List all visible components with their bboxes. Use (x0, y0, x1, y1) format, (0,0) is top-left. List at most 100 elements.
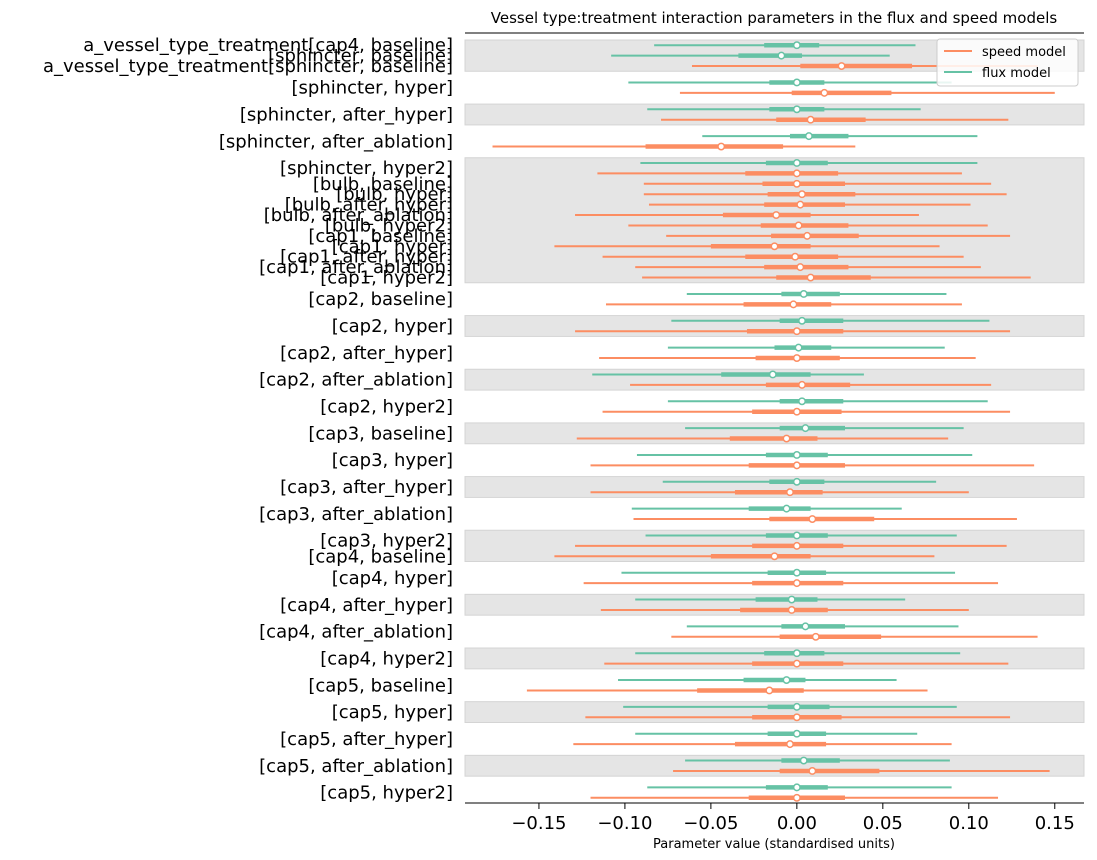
speed-median-point (789, 300, 798, 309)
speed-median-point (772, 211, 781, 219)
chart-title: Vessel type:treatment interaction parame… (491, 9, 1058, 27)
row-label: [cap4, after_ablation] (259, 622, 453, 643)
speed-median-point (792, 579, 801, 588)
x-axis: −0.15 −0.10 −0.05 0.00 0.05 0.10 0.15 (511, 803, 1075, 834)
x-tick-label: 0.00 (777, 813, 817, 834)
row-label: [cap3, hyper] (332, 450, 453, 471)
row-label: [cap3, after_ablation] (259, 504, 453, 525)
x-tick-label: 0.05 (863, 813, 903, 834)
legend-label-flux: flux model (982, 66, 1051, 81)
flux-median-point (801, 424, 810, 433)
x-tick-label: −0.10 (597, 813, 652, 834)
x-tick-label: −0.05 (683, 813, 738, 834)
row-label: [bulb, hyper2] (325, 215, 453, 236)
row-label: [cap1, hyper2] (320, 268, 453, 289)
speed-median-point (798, 190, 806, 199)
speed-median-point (770, 552, 779, 561)
flux-median-point (804, 132, 813, 141)
speed-median-point (792, 169, 801, 178)
row-label: [cap4, hyper] (332, 568, 453, 589)
speed-median-point (803, 231, 812, 240)
flux-median-point (792, 477, 801, 486)
x-tick-label: 0.15 (1035, 813, 1075, 834)
flux-median-point (792, 78, 801, 87)
speed-median-point (782, 434, 791, 443)
row-label: [bulb, after_hyper] (285, 195, 453, 216)
row-label: [cap3, hyper2] (320, 531, 453, 552)
speed-median-point (792, 659, 801, 668)
speed-median-point (794, 221, 803, 230)
row-label: [sphincter, baseline] (268, 46, 453, 67)
row-label: [bulb, hyper] (336, 184, 453, 205)
row-label: [bulb, after_ablation] (264, 205, 453, 226)
row-label: a_vessel_type_treatment[sphincter, basel… (43, 56, 453, 77)
speed-median-point (792, 541, 801, 550)
x-tick-label: 0.10 (949, 813, 989, 834)
row-label: [cap5, hyper2] (320, 783, 453, 804)
speed-median-point (798, 380, 806, 389)
row-label: [cap2, hyper2] (320, 397, 453, 418)
speed-median-point (786, 488, 794, 497)
row-label: [cap3, baseline] (308, 423, 453, 444)
row-label: [cap4, hyper2] (320, 648, 453, 669)
row-label: [cap2, after_ablation] (259, 370, 453, 391)
speed-median-point (792, 179, 801, 188)
speed-median-point (787, 606, 796, 614)
row-label: [cap1, after_ablation] (259, 257, 453, 278)
flux-median-point (794, 343, 803, 352)
flux-median-point (792, 649, 801, 658)
speed-median-point (770, 242, 779, 251)
speed-median-point (792, 461, 801, 470)
legend: speed model flux model (936, 38, 1079, 87)
flux-median-point (792, 451, 801, 459)
speed-median-point (792, 793, 801, 802)
row-label: [sphincter, after_hyper] (240, 105, 453, 126)
flux-median-point (782, 504, 791, 513)
flux-median-point (792, 702, 801, 711)
group-band-22 (464, 754, 1085, 777)
x-axis-label: Parameter value (standardised units) (653, 837, 895, 852)
legend-frame (936, 38, 1079, 87)
x-tick-label: −0.15 (511, 813, 566, 834)
flux-median-point (777, 51, 786, 60)
row-label: [cap2, hyper] (332, 316, 453, 337)
speed-median-point (837, 62, 846, 70)
row-label: [cap3, after_hyper] (280, 477, 453, 498)
speed-median-point (811, 632, 820, 641)
flux-median-point (799, 756, 808, 765)
flux-median-point (792, 105, 801, 114)
row-label: [cap1, after_hyper] (280, 247, 453, 268)
y-tick-labels: a_vessel_type_treatment[cap4, baseline][… (43, 35, 453, 803)
group-band-4 (464, 157, 1085, 284)
speed-median-point (796, 200, 805, 209)
flux-median-point (787, 595, 796, 604)
row-label: [sphincter, after_ablation] (219, 131, 453, 152)
row-label: [sphincter, hyper2] (280, 158, 453, 179)
row-label: [cap5, hyper] (332, 702, 453, 723)
row-label: [cap5, after_ablation] (259, 756, 453, 777)
flux-median-point (792, 783, 801, 792)
flux-median-point (801, 622, 810, 631)
speed-median-point (806, 115, 815, 124)
flux-median-point (798, 316, 806, 325)
row-label: a_vessel_type_treatment[cap4, baseline] (83, 35, 453, 56)
speed-median-point (792, 713, 801, 722)
speed-median-point (792, 407, 801, 416)
row-label: [cap4, after_hyper] (280, 595, 453, 616)
speed-median-point (792, 327, 801, 336)
speed-median-point (808, 515, 817, 523)
speed-median-point (765, 686, 774, 695)
flux-median-point (768, 370, 777, 379)
speed-median-point (820, 88, 829, 97)
row-label: [cap5, after_hyper] (280, 729, 453, 750)
flux-median-point (792, 531, 801, 540)
flux-median-point (792, 568, 801, 577)
row-label: [cap2, after_hyper] (280, 343, 453, 364)
legend-label-speed: speed model (982, 45, 1066, 60)
speed-median-point (806, 273, 815, 282)
flux-median-point (792, 159, 801, 167)
row-label: [cap1, baseline] (308, 226, 453, 247)
speed-median-point (717, 142, 726, 151)
flux-median-point (792, 41, 801, 50)
